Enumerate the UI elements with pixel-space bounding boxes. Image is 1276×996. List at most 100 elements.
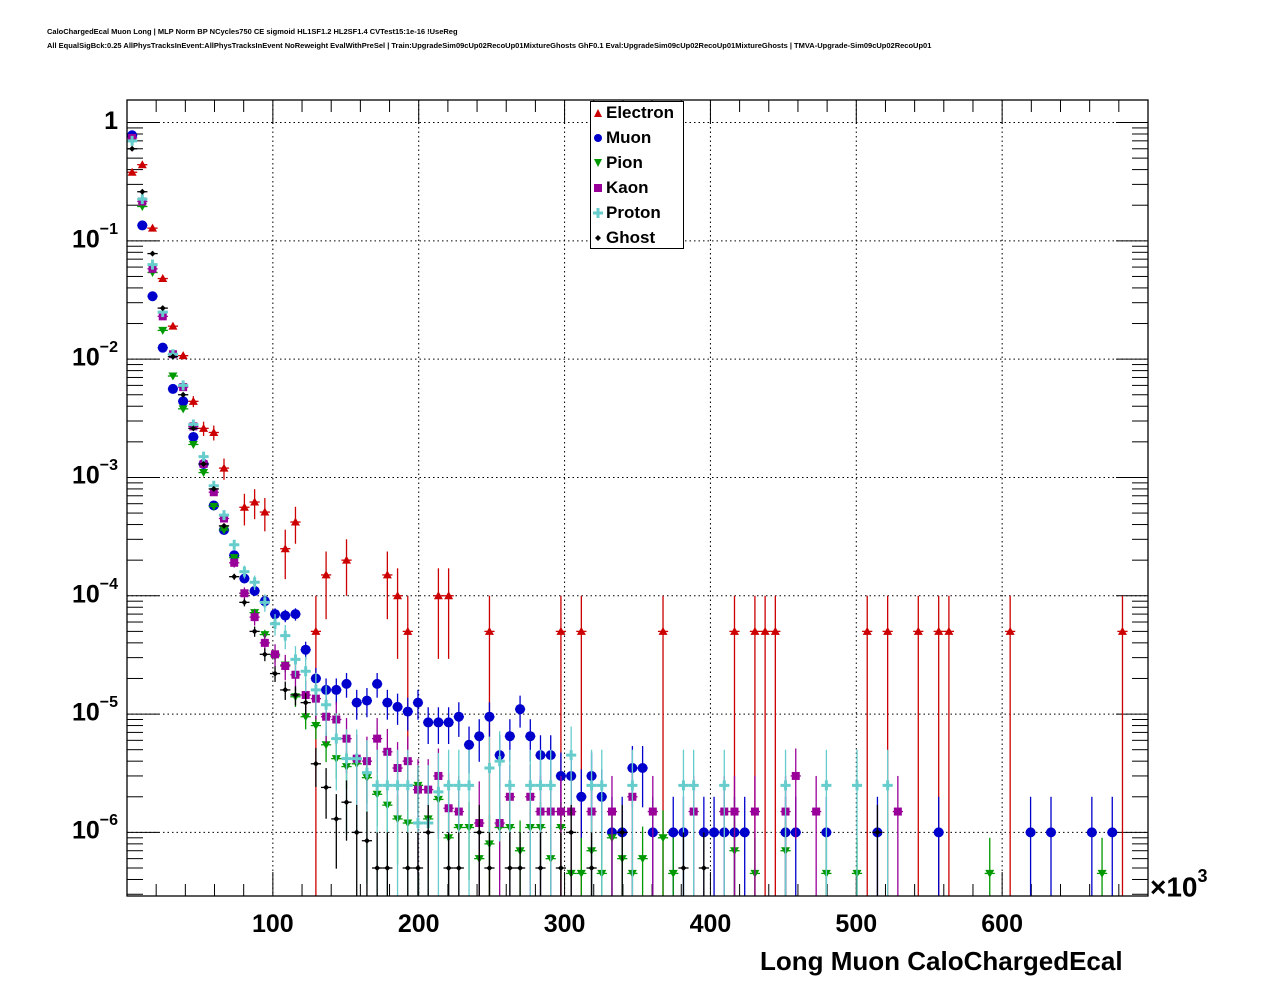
- data-point-cross: [361, 767, 372, 778]
- data-point-diamond: [568, 829, 575, 836]
- data-point-triangle-up: [260, 507, 270, 516]
- data-point-diamond: [874, 829, 881, 836]
- data-point-cross: [525, 780, 536, 791]
- data-point-triangle-up: [311, 626, 321, 635]
- data-point-cross: [392, 780, 403, 791]
- data-point-triangle-up: [444, 591, 454, 600]
- data-point-cross: [218, 510, 229, 521]
- data-point-triangle-up: [280, 544, 290, 553]
- data-point-diamond: [343, 799, 350, 806]
- data-point-cross: [545, 780, 556, 791]
- y-tick-base: 1: [104, 106, 118, 135]
- data-point-circle: [351, 697, 362, 708]
- data-point-cross: [882, 780, 893, 791]
- data-point-circle: [300, 644, 311, 655]
- data-point-circle: [525, 731, 536, 742]
- data-point-cross: [821, 780, 832, 791]
- data-point-diamond: [680, 865, 687, 872]
- data-point-diamond: [353, 829, 360, 836]
- data-point-diamond: [149, 250, 156, 257]
- data-point-circle: [178, 396, 189, 407]
- legend-label: Proton: [606, 202, 661, 222]
- data-point-cross: [127, 135, 138, 146]
- data-point-cross: [433, 786, 444, 797]
- data-point-square: [250, 613, 259, 622]
- triangle-up-icon: [594, 108, 602, 117]
- x-tick-label: 400: [689, 910, 732, 938]
- data-point-triangle-down: [985, 869, 995, 878]
- data-point-triangle-up: [148, 223, 158, 232]
- data-point-cross: [178, 380, 189, 391]
- data-point-triangle-down: [301, 713, 311, 722]
- y-tick-label: 10−2: [58, 339, 118, 372]
- y-tick-base: 10: [71, 225, 100, 254]
- data-point-diamond: [557, 865, 564, 872]
- legend-label: Ghost: [606, 227, 656, 247]
- data-point-cross: [852, 780, 863, 791]
- data-point-circle: [167, 383, 178, 394]
- data-point-circle: [423, 717, 434, 728]
- data-point-diamond: [619, 829, 626, 836]
- legend-item-electron: Electron: [591, 100, 674, 125]
- data-point-circle: [709, 827, 720, 838]
- data-point-cross: [270, 618, 281, 629]
- x-axis-multiplier: ×103: [1150, 866, 1208, 903]
- data-point-cross: [627, 780, 638, 791]
- y-tick-label: 1: [58, 107, 118, 136]
- axis-ticks: [127, 100, 1148, 896]
- data-point-triangle-up: [168, 321, 178, 330]
- data-point-diamond: [414, 865, 421, 872]
- data-point-cross: [157, 307, 168, 318]
- y-tick-base: 10: [71, 698, 100, 727]
- legend-item-pion: Pion: [591, 150, 643, 175]
- data-point-square: [373, 734, 382, 743]
- data-point-circle: [1025, 827, 1036, 838]
- legend-label: Pion: [606, 152, 643, 172]
- data-point-triangle-up: [178, 351, 188, 360]
- legend-item-kaon: Kaon: [591, 175, 649, 200]
- data-point-circle: [453, 711, 464, 722]
- data-point-cross: [249, 577, 260, 588]
- data-point-circle: [188, 431, 199, 442]
- data-point-cross: [208, 480, 219, 491]
- data-point-diamond: [272, 670, 279, 677]
- data-point-triangle-up: [934, 626, 944, 635]
- data-point-square: [271, 650, 280, 659]
- data-point-cross: [239, 566, 250, 577]
- data-point-triangle-up: [127, 167, 137, 176]
- data-point-diamond: [220, 522, 227, 529]
- data-point-diamond: [384, 865, 391, 872]
- data-point-circle: [576, 791, 587, 802]
- data-point-triangle-down: [199, 469, 209, 478]
- data-point-diamond: [190, 425, 197, 432]
- cross-icon: [593, 207, 603, 218]
- y-tick-exponent: −4: [99, 575, 118, 593]
- data-point-circle: [443, 717, 454, 728]
- data-point-square: [230, 558, 239, 567]
- data-point-cross: [719, 780, 730, 791]
- data-point-triangle-up: [393, 591, 403, 600]
- data-point-cross: [566, 750, 577, 761]
- data-point-triangle-up: [729, 626, 739, 635]
- data-point-diamond: [139, 188, 146, 195]
- y-tick-base: 10: [71, 580, 100, 609]
- data-point-cross: [586, 780, 597, 791]
- data-point-diamond: [200, 460, 207, 467]
- x-axis-title: Long Muon CaloChargedEcal: [760, 946, 1123, 976]
- data-point-circle: [402, 706, 413, 717]
- data-point-square: [281, 661, 290, 670]
- legend-item-ghost: Ghost: [591, 225, 655, 250]
- data-point-triangle-down: [638, 855, 648, 864]
- data-point-cross: [137, 194, 148, 205]
- data-point-cross: [372, 780, 383, 791]
- data-point-triangle-up: [1005, 626, 1015, 635]
- data-point-diamond: [517, 865, 524, 872]
- legend-item-muon: Muon: [591, 125, 651, 150]
- data-point-circle: [147, 291, 158, 302]
- data-marks: [127, 130, 1128, 896]
- data-point-cross: [290, 654, 301, 665]
- x-tick-label: 300: [543, 910, 586, 938]
- data-point-triangle-up: [382, 570, 392, 579]
- data-point-triangle-up: [913, 626, 923, 635]
